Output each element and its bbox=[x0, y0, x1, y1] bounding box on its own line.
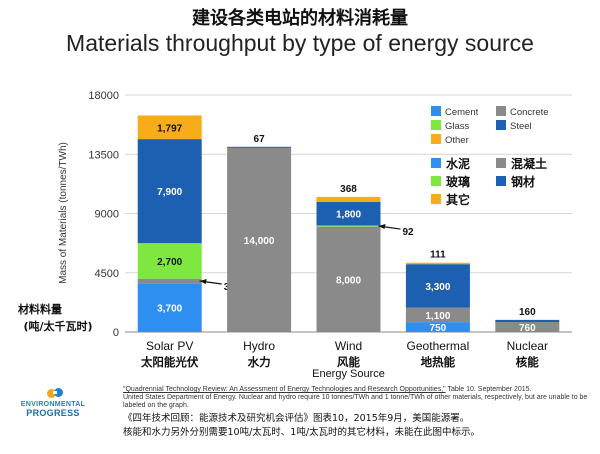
footer-zh-line1: 《四年技术回顾：能源技术及研究机会评估》图表10，2015年9月，美国能源署。 bbox=[123, 413, 470, 424]
data-label: 14,000 bbox=[244, 236, 275, 247]
x-axis-label: Energy Source bbox=[312, 368, 385, 380]
chart-title-en: Materials throughput by type of energy s… bbox=[66, 30, 534, 56]
environmental-progress-logo: ENVIRONMENTAL PROGRESS bbox=[8, 386, 98, 426]
bar-top-label: 111 bbox=[430, 250, 446, 261]
environmental-progress-logo-icon bbox=[47, 388, 63, 398]
y-tick-label: 9000 bbox=[95, 209, 119, 221]
legend-swatch-cement bbox=[431, 106, 441, 116]
footer-source-zh: 《四年技术回顾：能源技术及研究机会评估》图表10，2015年9月，美国能源署。 … bbox=[123, 412, 593, 440]
bar-segment-cement bbox=[405, 322, 470, 332]
bar-segment-steel bbox=[405, 264, 470, 308]
logo-line2: PROGRESS bbox=[26, 408, 80, 418]
legend-swatch-concrete bbox=[496, 106, 506, 116]
y-axis-label: Mass of Materials (tonnes/TWh) bbox=[58, 142, 69, 284]
bar-segment-concrete bbox=[495, 321, 560, 332]
y-axis-label-zh: 材料料量 bbox=[18, 302, 62, 316]
x-tick-label: Nuclear bbox=[507, 339, 548, 353]
x-tick-label-zh: 风能 bbox=[337, 355, 360, 369]
bar-segment-concrete bbox=[227, 147, 292, 332]
footer-zh-line2: 核能和水力另外分别需要10吨/太瓦时、1吨/太瓦时的其它材料，未能在此图中标示。 bbox=[123, 427, 481, 438]
x-tick-label: Solar PV bbox=[146, 339, 193, 353]
footer-source-rest: Table 10. September 2015. bbox=[445, 386, 532, 393]
data-label: 3,300 bbox=[425, 282, 450, 293]
legend-swatch-zh-cement bbox=[431, 158, 441, 168]
x-tick-label-zh: 地热能 bbox=[421, 355, 456, 369]
data-label: 8,000 bbox=[336, 275, 361, 286]
bar-segment-steel bbox=[316, 201, 381, 226]
y-tick-label: 13500 bbox=[88, 149, 119, 161]
legend-swatch-zh-steel bbox=[496, 176, 506, 186]
bar-segment-steel bbox=[227, 146, 292, 148]
legend-label-zh: 其它 bbox=[446, 192, 470, 207]
legend-swatch-zh-concrete bbox=[496, 158, 506, 168]
legend-label-zh: 钢材 bbox=[511, 174, 535, 189]
legend-label-zh: 水泥 bbox=[446, 156, 470, 171]
data-label: 1,100 bbox=[425, 311, 450, 322]
data-label: 750 bbox=[430, 323, 447, 334]
data-label: 760 bbox=[519, 323, 536, 334]
bar-segment-steel bbox=[495, 319, 560, 322]
bar-top-label: 67 bbox=[254, 134, 266, 145]
y-tick-label: 18000 bbox=[88, 90, 119, 102]
bar-top-label: 160 bbox=[519, 307, 536, 318]
data-label: 1,797 bbox=[157, 123, 182, 134]
data-label: 1,800 bbox=[336, 210, 361, 221]
bar-segment-concrete bbox=[405, 307, 470, 323]
legend-label: Concrete bbox=[510, 107, 549, 118]
y-axis-unit-zh: (吨/太千瓦时) bbox=[23, 319, 92, 333]
bar-segment-concrete bbox=[137, 278, 202, 284]
x-tick-label: Geothermal bbox=[407, 339, 470, 353]
data-label: 2,700 bbox=[157, 257, 182, 268]
footer-source-link[interactable]: "Quadrennial Technology Review: An Asses… bbox=[123, 386, 446, 393]
legend-swatch-zh-other bbox=[431, 194, 441, 204]
x-tick-label-zh: 水力 bbox=[248, 355, 271, 369]
bar-segment-glass bbox=[137, 243, 202, 279]
legend-label: Steel bbox=[510, 121, 532, 132]
footer-source-en: "Quadrennial Technology Review: An Asses… bbox=[123, 386, 593, 410]
bar-segment-other bbox=[137, 115, 202, 140]
bar-segment-other bbox=[316, 196, 381, 202]
logo-line1: ENVIRONMENTAL bbox=[20, 401, 86, 408]
legend-label: Cement bbox=[445, 107, 479, 118]
data-label: 3,700 bbox=[157, 304, 182, 315]
bar-segment-concrete bbox=[316, 226, 381, 332]
data-label: 7,900 bbox=[157, 187, 182, 198]
legend-swatch-steel bbox=[496, 120, 506, 130]
stacked-bar-chart: 0 4500 9000 13500 18000 Mass of Materials (to… bbox=[18, 90, 572, 380]
footer-note-en: United States Department of Energy. Nucl… bbox=[123, 394, 588, 409]
chart-title-zh: 建设各类电站的材料消耗量 bbox=[192, 8, 408, 29]
legend-label-zh: 混凝土 bbox=[511, 156, 547, 171]
x-tick-label: Hydro bbox=[243, 339, 275, 353]
data-label: 92 bbox=[403, 227, 415, 238]
callout-arrow bbox=[199, 278, 207, 284]
bar-segment-steel bbox=[137, 139, 202, 244]
legend-swatch-glass bbox=[431, 120, 441, 130]
bar-segment-cement bbox=[137, 283, 202, 332]
legend-label: Other bbox=[445, 135, 469, 146]
bar-segment-other bbox=[405, 262, 470, 265]
legend-label-zh: 玻璃 bbox=[446, 174, 470, 189]
callout-arrow bbox=[378, 224, 386, 230]
bar-segment-glass bbox=[316, 225, 381, 227]
y-tick-label: 4500 bbox=[95, 268, 119, 280]
y-tick-label: 0 bbox=[113, 327, 119, 339]
x-tick-label: Wind bbox=[335, 339, 362, 353]
legend-swatch-zh-glass bbox=[431, 176, 441, 186]
legend-label: Glass bbox=[445, 121, 470, 132]
legend-swatch-other bbox=[431, 134, 441, 144]
x-tick-label-zh: 核能 bbox=[516, 355, 539, 369]
bar-top-label: 368 bbox=[340, 184, 357, 195]
x-tick-label-zh: 太阳能光伏 bbox=[140, 355, 199, 369]
